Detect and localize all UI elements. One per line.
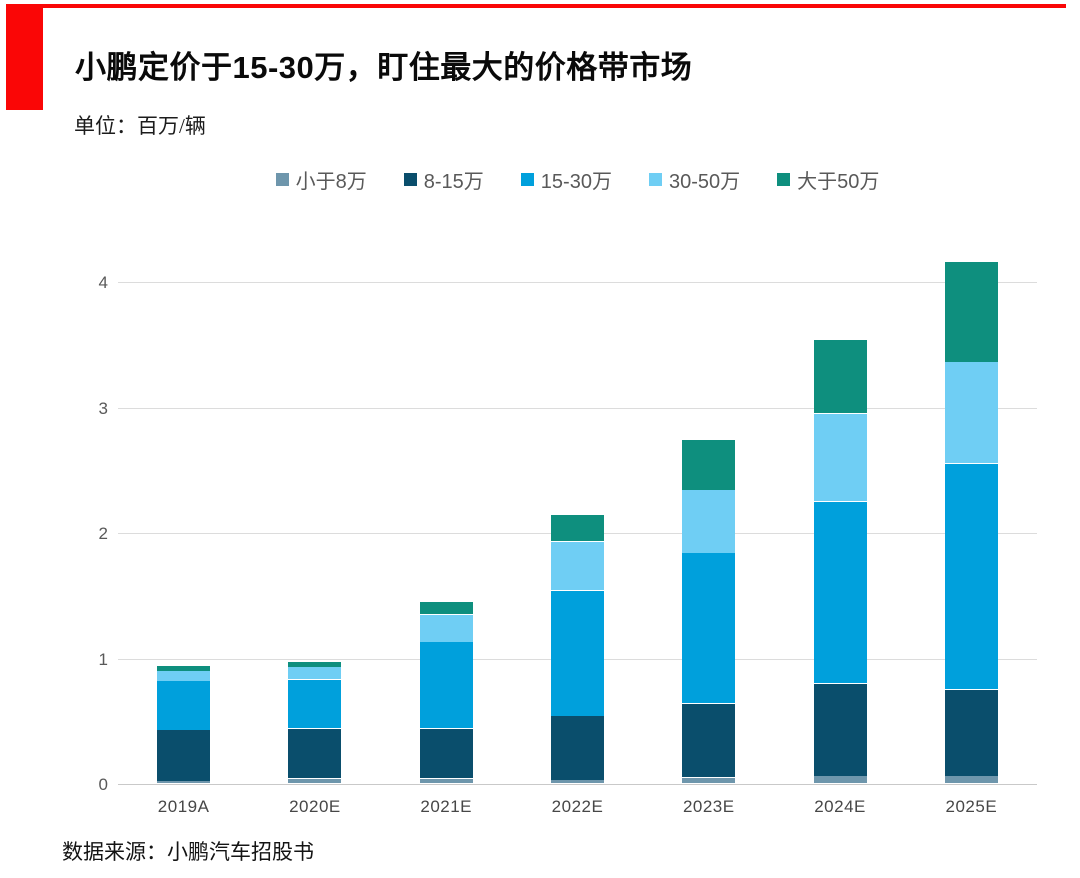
unit-label: 单位：百万/辆 <box>74 114 206 138</box>
x-axis-category-label: 2021E <box>420 797 473 816</box>
bar-segment-2021E-小于8万 <box>419 778 473 784</box>
bar-segment-2020E-大于50万 <box>288 662 342 667</box>
legend-label: 30-50万 <box>668 171 741 193</box>
y-axis-tick-label: 1 <box>98 649 108 669</box>
legend-swatch-icon <box>403 173 417 186</box>
gridline-y3 <box>118 407 1037 409</box>
y-axis-tick-label: 3 <box>98 398 108 418</box>
bar-segment-2023E-8-15万 <box>682 703 736 778</box>
bar-segment-2019A-小于8万 <box>157 781 211 784</box>
bar-segment-2025E-15-30万 <box>944 463 998 690</box>
bar-segment-2022E-15-30万 <box>551 590 604 716</box>
legend-swatch-icon <box>520 173 534 186</box>
x-axis-category-label: 2023E <box>682 797 735 816</box>
data-source-note: 数据来源：小鹏汽车招股书 <box>62 840 314 864</box>
bar-segment-2024E-小于8万 <box>813 776 867 784</box>
bar-segment-2021E-大于50万 <box>419 602 473 615</box>
bar-segment-2023E-小于8万 <box>682 777 736 784</box>
bar-segment-2022E-30-50万 <box>551 541 604 591</box>
x-axis-category-label: 2024E <box>814 797 866 816</box>
bar-segment-2023E-15-30万 <box>682 553 736 704</box>
x-axis-category-label: 2020E <box>289 797 341 816</box>
legend-swatch-icon <box>777 173 791 186</box>
gridline-y4 <box>118 282 1037 283</box>
y-axis-tick-label: 0 <box>98 775 108 794</box>
bar-segment-2020E-30-50万 <box>288 667 342 680</box>
legend-swatch-icon <box>275 173 289 186</box>
bar-segment-2020E-15-30万 <box>288 679 342 729</box>
y-axis-tick-label: 2 <box>98 524 108 543</box>
bar-segment-2020E-8-15万 <box>288 728 342 779</box>
bar-segment-2025E-8-15万 <box>944 689 998 776</box>
bar-segment-2023E-30-50万 <box>682 490 736 553</box>
legend-label: 8-15万 <box>423 171 484 193</box>
bar-segment-2024E-15-30万 <box>813 501 867 684</box>
bar-segment-2024E-30-50万 <box>813 413 867 502</box>
legend-item-30-50万: 30-50万 <box>648 165 741 194</box>
page-title: 小鹏定价于15-30万，盯住最大的价格带市场 <box>75 50 693 85</box>
red-corner-block <box>6 6 43 110</box>
bar-segment-2022E-8-15万 <box>551 716 604 780</box>
x-axis-category-label: 2019A <box>157 797 210 816</box>
bar-segment-2025E-小于8万 <box>944 776 998 784</box>
bar-segment-2019A-大于50万 <box>157 666 211 671</box>
legend-item-8-15万: 8-15万 <box>403 165 484 194</box>
bar-segment-2024E-大于50万 <box>813 339 867 414</box>
x-axis-category-label: 2025E <box>945 797 998 816</box>
legend-item-15-30万: 15-30万 <box>520 165 612 194</box>
bar-segment-2022E-小于8万 <box>551 780 604 784</box>
bar-segment-2022E-大于50万 <box>551 515 604 542</box>
chart-legend: 小于8万 8-15万 15-30万 30-50万 大于50万 <box>118 165 1037 194</box>
legend-label: 15-30万 <box>540 171 612 193</box>
legend-item-大于50万: 大于50万 <box>777 165 879 194</box>
legend-swatch-icon <box>648 173 662 186</box>
top-red-rule <box>6 4 1066 8</box>
bar-segment-2021E-30-50万 <box>419 614 473 642</box>
bar-segment-2025E-大于50万 <box>944 261 998 362</box>
x-axis-category-label: 2022E <box>551 797 604 816</box>
bar-segment-2019A-8-15万 <box>157 730 211 781</box>
legend-item-小于8万: 小于8万 <box>275 165 367 194</box>
gridline-y0 <box>118 784 1037 785</box>
bar-segment-2019A-15-30万 <box>157 681 211 730</box>
bar-segment-2021E-15-30万 <box>419 642 473 729</box>
bar-segment-2024E-8-15万 <box>813 683 867 776</box>
bar-segment-2019A-30-50万 <box>157 671 211 681</box>
bar-segment-2021E-8-15万 <box>419 728 473 779</box>
y-axis-tick-label: 4 <box>98 273 108 292</box>
legend-label: 大于50万 <box>797 171 880 193</box>
bar-segment-2020E-小于8万 <box>288 778 342 784</box>
bar-segment-2025E-30-50万 <box>944 362 998 464</box>
legend-label: 小于8万 <box>295 171 367 193</box>
bar-segment-2023E-大于50万 <box>682 440 736 490</box>
